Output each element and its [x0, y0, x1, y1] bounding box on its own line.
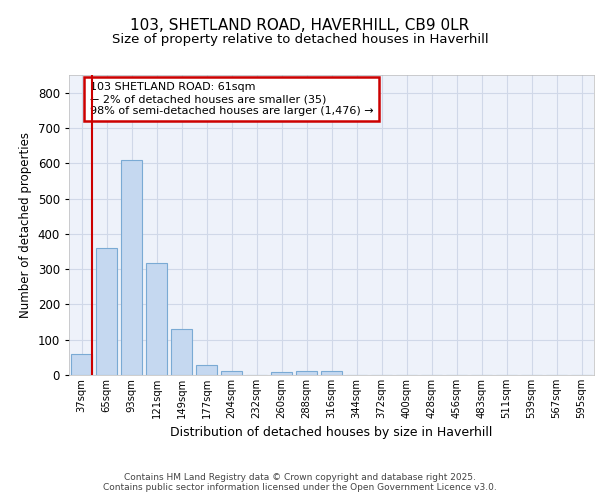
Text: 103, SHETLAND ROAD, HAVERHILL, CB9 0LR: 103, SHETLAND ROAD, HAVERHILL, CB9 0LR [130, 18, 470, 32]
X-axis label: Distribution of detached houses by size in Haverhill: Distribution of detached houses by size … [170, 426, 493, 440]
Bar [196, 365, 217, 375]
Text: Contains HM Land Registry data © Crown copyright and database right 2025.
Contai: Contains HM Land Registry data © Crown c… [103, 473, 497, 492]
Y-axis label: Number of detached properties: Number of detached properties [19, 132, 32, 318]
Text: 103 SHETLAND ROAD: 61sqm
← 2% of detached houses are smaller (35)
98% of semi-de: 103 SHETLAND ROAD: 61sqm ← 2% of detache… [90, 82, 374, 116]
Bar [171, 329, 192, 375]
Bar [121, 160, 142, 375]
Bar [146, 263, 167, 375]
Bar [271, 372, 292, 375]
Bar [221, 372, 242, 375]
Bar [321, 372, 342, 375]
Bar [96, 248, 117, 375]
Bar [71, 354, 92, 375]
Bar [296, 372, 317, 375]
Text: Size of property relative to detached houses in Haverhill: Size of property relative to detached ho… [112, 32, 488, 46]
